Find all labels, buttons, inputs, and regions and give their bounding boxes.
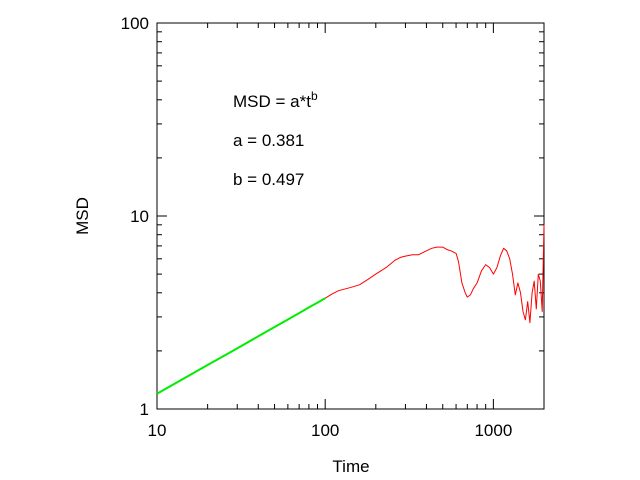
y-axis-label: MSD (73, 197, 92, 235)
tick-labels: 10 100 1000 1 10 100 (121, 14, 513, 440)
y-tick-label: 1 (140, 400, 149, 419)
formula-annotation: MSD = a*tb (233, 89, 318, 111)
a-annotation: a = 0.381 (233, 131, 304, 150)
plot-area (156, 22, 545, 410)
series-layer (156, 224, 545, 395)
formula-exponent: b (311, 89, 318, 103)
y-tick-label: 100 (121, 14, 149, 33)
minor-ticks (157, 23, 544, 409)
x-axis-label: Time (332, 457, 369, 476)
x-tick-label: 100 (311, 421, 339, 440)
formula-text: MSD = a*t (233, 92, 311, 111)
fit-series-line (156, 297, 326, 395)
x-tick-label: 10 (148, 421, 167, 440)
y-tick-label: 10 (130, 207, 149, 226)
b-annotation: b = 0.497 (233, 170, 304, 189)
x-tick-label: 1000 (474, 421, 512, 440)
major-ticks (156, 22, 544, 410)
